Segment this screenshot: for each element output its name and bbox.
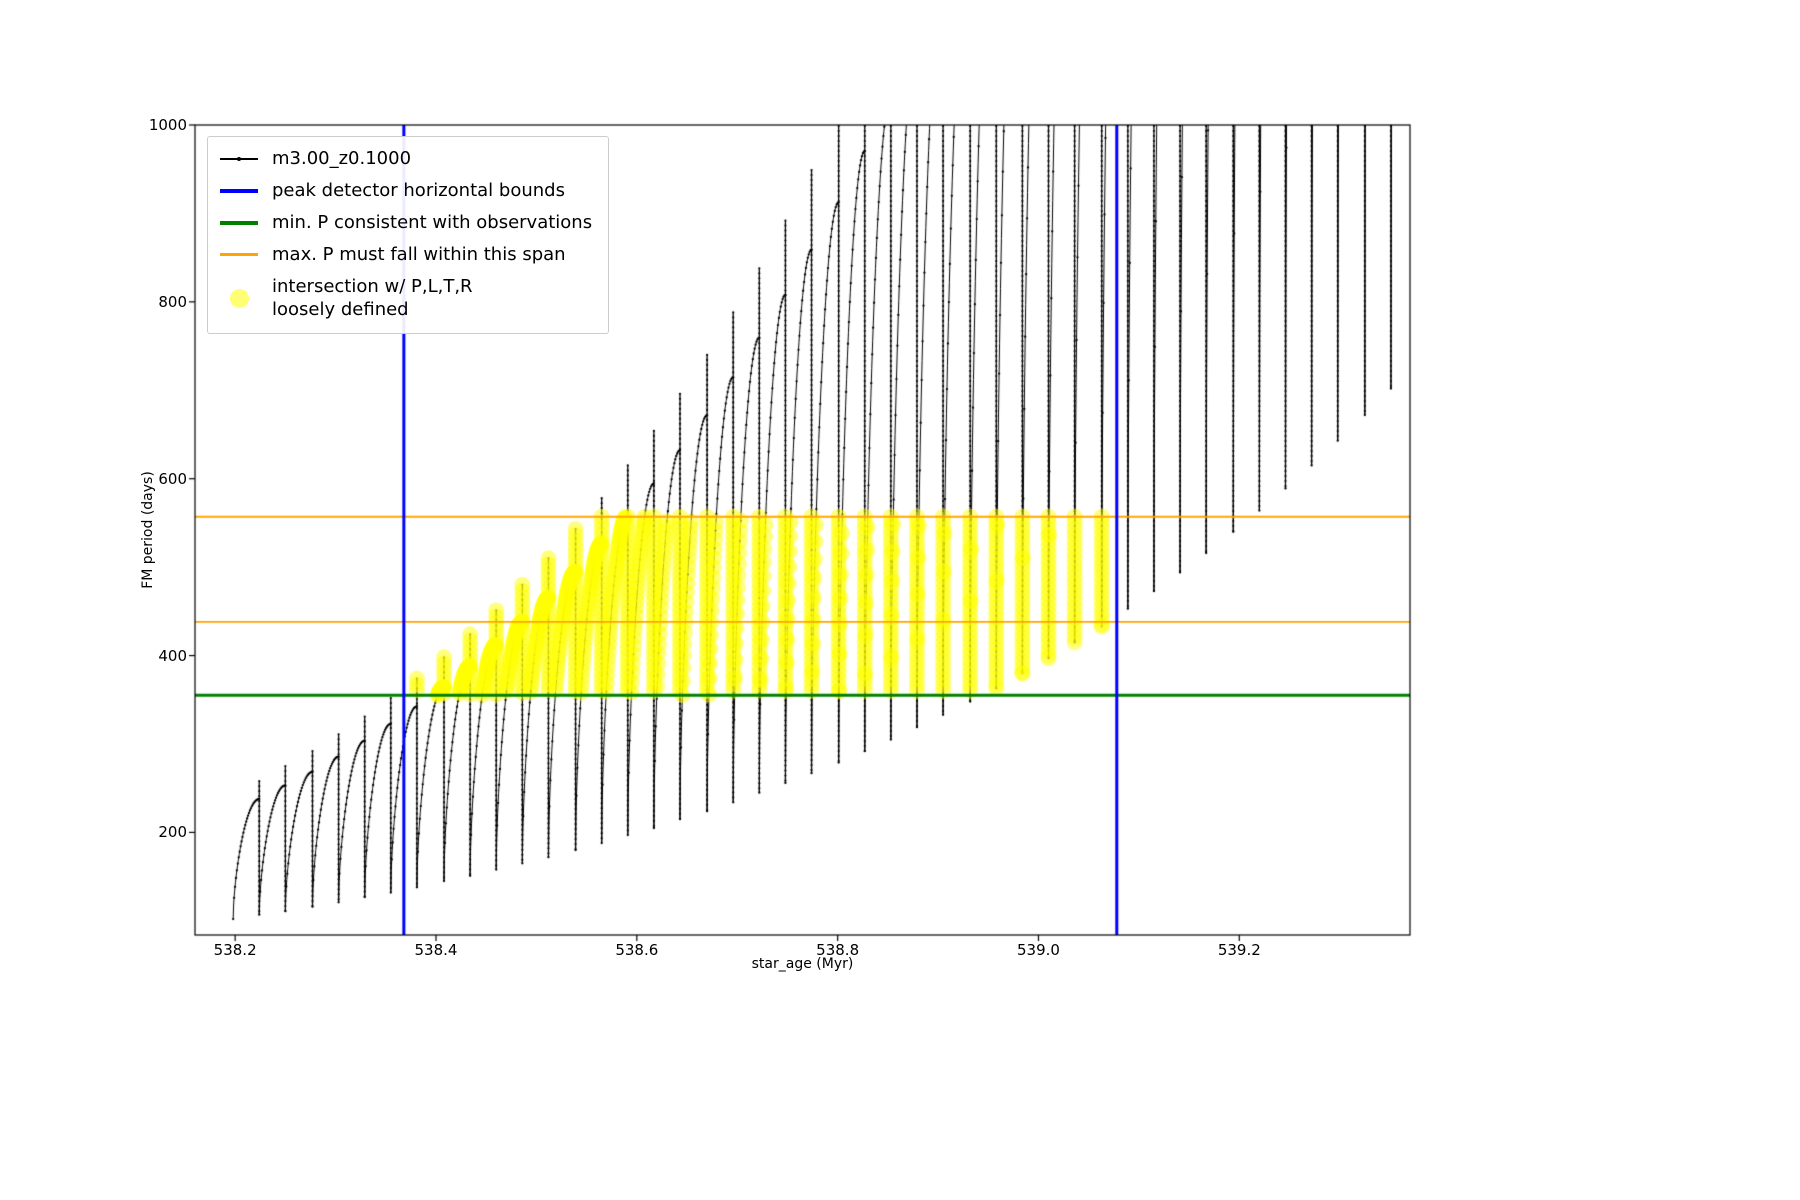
x-tick-label: 539.2: [1217, 941, 1261, 959]
y-tick-label: 1000: [148, 116, 187, 134]
x-tick-label: 539.0: [1016, 941, 1060, 959]
yellow-dot-swatch: [220, 288, 258, 308]
x-tick-label: 538.6: [615, 941, 659, 959]
legend-item-series: m3.00_z0.1000: [220, 147, 592, 170]
legend-item-intersection: intersection w/ P,L,T,R loosely defined: [220, 275, 592, 321]
y-tick-label: 400: [158, 646, 187, 665]
y-tick-label: 600: [158, 469, 187, 488]
x-tick-label: 538.4: [414, 941, 458, 959]
green-line-icon: [220, 220, 258, 225]
legend: m3.00_z0.1000 peak detector horizontal b…: [207, 136, 610, 335]
blue-line-swatch: [220, 181, 258, 201]
series-line-dot-swatch: [220, 149, 258, 169]
x-axis-label: star_age (Myr): [751, 956, 854, 972]
series-dot-icon: [237, 156, 241, 161]
legend-label: m3.00_z0.1000: [272, 148, 412, 169]
legend-item-peak-bounds: peak detector horizontal bounds: [220, 179, 592, 202]
orange-line-swatch: [220, 245, 258, 265]
legend-item-max-p-span: max. P must fall within this span: [220, 243, 592, 266]
legend-label: peak detector horizontal bounds: [272, 180, 565, 202]
y-tick-label: 200: [158, 823, 187, 842]
y-axis-label: FM period (days): [140, 471, 156, 589]
blue-line-icon: [220, 188, 258, 193]
legend-label: intersection w/ P,L,T,R loosely defined: [272, 276, 473, 321]
orange-line-icon: [220, 253, 258, 256]
green-line-swatch: [220, 213, 258, 233]
y-tick-label: 800: [158, 292, 187, 311]
legend-label: max. P must fall within this span: [272, 244, 566, 266]
yellow-dot-icon: [229, 288, 249, 308]
legend-label: min. P consistent with observations: [272, 212, 593, 234]
legend-item-min-p: min. P consistent with observations: [220, 211, 592, 234]
x-tick-label: 538.2: [213, 941, 257, 959]
x-tick-label: 538.8: [816, 941, 860, 959]
